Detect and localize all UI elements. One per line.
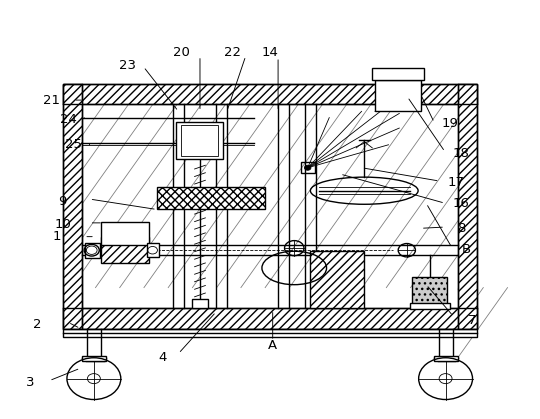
Text: 4: 4	[158, 351, 166, 364]
Bar	[101, 238, 150, 263]
Text: 1: 1	[53, 230, 62, 243]
Bar	[63, 84, 82, 328]
Bar	[458, 84, 477, 328]
Text: 25: 25	[65, 138, 82, 151]
Bar	[192, 299, 208, 308]
Bar	[373, 67, 423, 80]
Bar	[63, 308, 477, 328]
Bar	[176, 122, 223, 159]
Text: B: B	[462, 243, 471, 256]
Bar	[412, 277, 447, 304]
Text: 20: 20	[173, 47, 190, 59]
Bar	[147, 243, 159, 257]
Text: 3: 3	[26, 376, 35, 389]
Text: 23: 23	[119, 59, 136, 72]
Text: 9: 9	[58, 195, 67, 208]
Text: 7: 7	[468, 314, 476, 327]
Bar	[310, 251, 365, 308]
Bar	[375, 80, 421, 111]
Bar	[63, 328, 477, 337]
Text: 2: 2	[33, 318, 42, 331]
Bar	[82, 357, 106, 361]
Text: 8: 8	[457, 222, 465, 235]
Text: A: A	[268, 339, 277, 352]
Text: 21: 21	[43, 94, 60, 107]
Bar	[63, 84, 477, 328]
Text: 16: 16	[453, 197, 470, 210]
Bar	[409, 303, 450, 309]
Bar	[63, 84, 477, 104]
Text: 17: 17	[447, 176, 464, 189]
Bar	[181, 125, 218, 156]
Bar	[434, 357, 458, 361]
Circle shape	[305, 165, 311, 170]
Bar	[85, 243, 100, 258]
Text: 19: 19	[442, 117, 459, 130]
Text: 10: 10	[54, 217, 71, 230]
Text: 14: 14	[261, 47, 279, 59]
Text: 22: 22	[224, 47, 241, 59]
Bar	[101, 222, 150, 245]
Bar	[157, 186, 265, 210]
Text: 18: 18	[453, 147, 470, 160]
Text: 24: 24	[59, 113, 77, 126]
